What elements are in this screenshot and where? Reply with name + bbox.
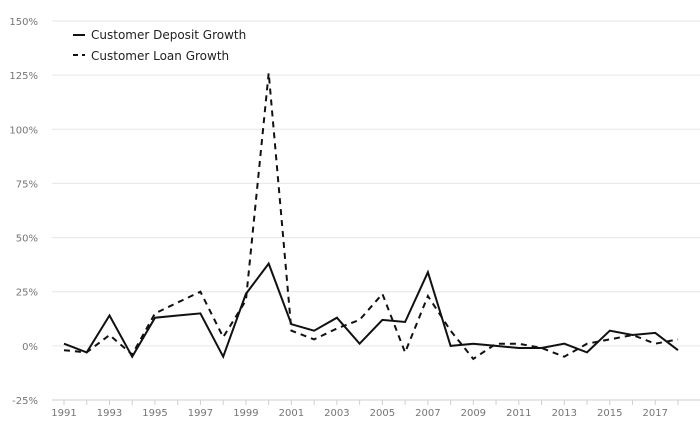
y-axis-ticks: 150% 125% 100% 75% 50% 25% 0% -25%	[9, 17, 38, 407]
y-tick-label: 125%	[9, 71, 38, 82]
x-tick-label: 1993	[97, 408, 122, 419]
series-line-deposit-growth	[63, 261, 679, 360]
x-tick-label: 2007	[415, 408, 440, 419]
x-tick-label: 2009	[461, 408, 486, 419]
x-tick-label: 2015	[597, 408, 622, 419]
grid-lines	[52, 20, 700, 347]
x-tick-label: 2005	[370, 408, 395, 419]
series-line-loan-growth	[63, 72, 679, 361]
series-layer	[63, 72, 679, 361]
y-tick-label: 25%	[16, 288, 38, 299]
x-tick-label: 1991	[51, 408, 76, 419]
y-tick-label: 75%	[16, 179, 38, 190]
y-tick-label: 50%	[16, 234, 38, 245]
x-tick-label: 2011	[506, 408, 531, 419]
x-tick-label: 1995	[142, 408, 167, 419]
x-tick-label: 2017	[643, 408, 668, 419]
y-tick-label: 100%	[9, 125, 38, 136]
x-tick-label: 2013	[552, 408, 577, 419]
y-tick-label: -25%	[12, 396, 38, 407]
x-axis-ticks: 1991 1993 1995 1997 1999 2001 2003 2005 2007 2009…	[51, 400, 679, 419]
x-tick-label: 1999	[233, 408, 258, 419]
legend-label-deposit: Customer Deposit Growth	[91, 28, 246, 42]
x-tick-label: 2001	[279, 408, 304, 419]
legend-label-loan: Customer Loan Growth	[91, 49, 229, 63]
x-tick-label: 1997	[188, 408, 213, 419]
y-tick-label: 0%	[22, 342, 38, 353]
legend: Customer Deposit Growth Customer Loan Gr…	[73, 28, 246, 63]
y-tick-label: 150%	[9, 17, 38, 28]
x-tick-label: 2003	[324, 408, 349, 419]
